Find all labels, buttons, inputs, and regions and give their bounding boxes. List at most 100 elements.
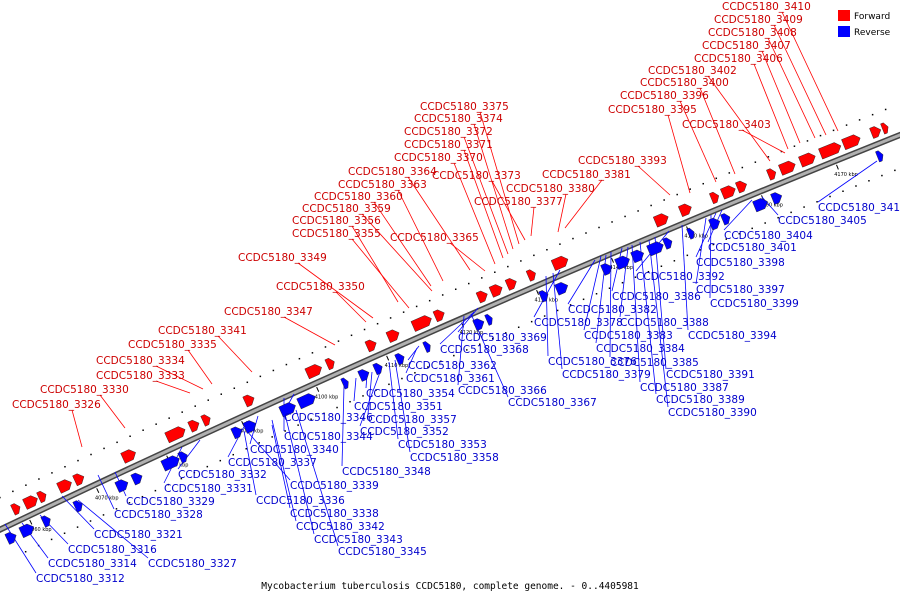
forward-gene-label[interactable]: CCDC5180_3370 [394,152,483,164]
forward-gene[interactable] [766,167,778,181]
reverse-gene[interactable] [18,522,36,539]
reverse-gene[interactable] [752,196,769,213]
reverse-gene[interactable] [472,317,487,331]
reverse-gene-label[interactable]: CCDC5180_3362 [408,360,497,372]
reverse-gene[interactable] [242,418,258,434]
reverse-gene-label[interactable]: CCDC5180_3336 [256,495,345,507]
forward-gene-label[interactable]: CCDC5180_3402 [648,65,737,77]
reverse-gene[interactable] [160,454,182,472]
reverse-gene-label[interactable]: CCDC5180_3390 [668,407,757,419]
forward-gene-shape[interactable] [385,328,401,343]
reverse-gene[interactable] [130,471,145,486]
forward-gene[interactable] [242,393,257,408]
forward-gene[interactable] [304,362,324,380]
forward-gene-shape[interactable] [720,184,737,200]
forward-gene[interactable] [869,125,882,139]
reverse-gene-shape[interactable] [554,280,570,296]
reverse-gene-label[interactable]: CCDC5180_3346 [284,412,373,424]
forward-gene[interactable] [504,276,519,291]
reverse-gene-shape[interactable] [472,317,487,331]
reverse-gene-label[interactable]: CCDC5180_3338 [290,508,379,520]
reverse-gene-label[interactable]: CCDC5180_3384 [596,343,685,355]
forward-gene-label[interactable]: CCDC5180_3395 [608,104,697,116]
reverse-gene-label[interactable]: CCDC5180_3337 [228,457,317,469]
forward-gene-shape[interactable] [652,212,670,228]
reverse-gene-label[interactable]: CCDC5180_3386 [612,291,701,303]
forward-gene-label[interactable]: CCDC5180_3374 [414,113,503,125]
reverse-gene-label[interactable]: CCDC5180_3383 [584,330,673,342]
reverse-gene[interactable] [278,400,298,418]
reverse-gene-label[interactable]: CCDC5180_3327 [148,558,237,570]
forward-gene-shape[interactable] [200,413,213,427]
reverse-gene-label[interactable]: CCDC5180_3389 [656,394,745,406]
reverse-gene[interactable] [614,254,632,270]
reverse-gene-shape[interactable] [242,418,258,434]
forward-gene[interactable] [677,202,693,218]
forward-gene-label[interactable]: CCDC5180_3347 [224,306,313,318]
reverse-gene-label[interactable]: CCDC5180_3328 [114,509,203,521]
forward-gene-label[interactable]: CCDC5180_3375 [420,101,509,113]
reverse-gene[interactable] [394,352,407,366]
forward-gene-shape[interactable] [709,191,721,205]
reverse-gene-shape[interactable] [708,216,721,231]
forward-gene-shape[interactable] [525,268,538,282]
reverse-gene-label[interactable]: CCDC5180_3361 [406,373,495,385]
forward-gene-label[interactable]: CCDC5180_3349 [238,252,327,264]
forward-gene[interactable] [385,328,401,343]
reverse-gene-label[interactable]: CCDC5180_3379 [562,369,651,381]
forward-gene-shape[interactable] [550,254,570,271]
reverse-gene-label[interactable]: CCDC5180_3343 [314,534,403,546]
reverse-gene-shape[interactable] [875,150,885,163]
reverse-gene-label[interactable]: CCDC5180_3382 [568,304,657,316]
reverse-gene-label[interactable]: CCDC5180_3352 [360,426,449,438]
forward-gene-shape[interactable] [880,122,891,135]
forward-gene[interactable] [798,151,817,168]
reverse-gene-label[interactable]: CCDC5180_3391 [666,369,755,381]
reverse-gene-shape[interactable] [278,400,298,418]
forward-gene-label[interactable]: CCDC5180_3400 [640,77,729,89]
forward-gene-label[interactable]: CCDC5180_3407 [702,40,791,52]
reverse-gene-label[interactable]: CCDC5180_3388 [620,317,709,329]
forward-gene-label[interactable]: CCDC5180_3410 [722,1,811,13]
forward-gene[interactable] [187,418,202,433]
reverse-gene[interactable] [72,499,85,513]
forward-gene[interactable] [200,413,213,427]
forward-gene[interactable] [56,477,74,494]
forward-gene[interactable] [709,191,721,205]
reverse-gene[interactable] [114,478,131,493]
forward-gene-label[interactable]: CCDC5180_3363 [338,179,427,191]
forward-gene-label[interactable]: CCDC5180_3406 [694,53,783,65]
forward-gene-label[interactable]: CCDC5180_3350 [276,281,365,293]
reverse-gene-label[interactable]: CCDC5180_3339 [290,480,379,492]
reverse-gene-label[interactable]: CCDC5180_3385 [610,357,699,369]
reverse-gene-shape[interactable] [614,254,632,270]
forward-gene-label[interactable]: CCDC5180_3360 [314,191,403,203]
reverse-gene-label[interactable]: CCDC5180_3367 [508,397,597,409]
forward-gene-label[interactable]: CCDC5180_3403 [682,119,771,131]
reverse-gene-label[interactable]: CCDC5180_3345 [338,546,427,558]
reverse-gene[interactable] [554,280,570,296]
reverse-gene[interactable] [177,450,190,464]
reverse-gene-label[interactable]: CCDC5180_3312 [36,573,125,585]
forward-gene-label[interactable]: CCDC5180_3380 [506,183,595,195]
reverse-gene[interactable] [538,289,551,303]
reverse-gene[interactable] [720,212,732,226]
reverse-gene[interactable] [708,216,721,231]
forward-gene[interactable] [72,472,87,487]
reverse-gene-shape[interactable] [177,450,190,464]
reverse-gene[interactable] [630,248,646,264]
forward-gene-shape[interactable] [735,179,748,194]
reverse-gene[interactable] [646,240,666,257]
forward-gene-shape[interactable] [778,159,797,176]
reverse-gene[interactable] [340,377,351,390]
reverse-gene[interactable] [422,340,433,353]
forward-gene-label[interactable]: CCDC5180_3393 [578,155,667,167]
forward-gene-label[interactable]: CCDC5180_3326 [12,399,101,411]
reverse-gene[interactable] [770,191,783,205]
reverse-gene-label[interactable]: CCDC5180_3413 [818,202,900,214]
reverse-gene[interactable] [662,236,675,250]
reverse-gene[interactable] [4,530,19,545]
reverse-gene-shape[interactable] [538,289,551,303]
forward-gene-shape[interactable] [164,425,188,444]
forward-gene[interactable] [364,338,379,353]
